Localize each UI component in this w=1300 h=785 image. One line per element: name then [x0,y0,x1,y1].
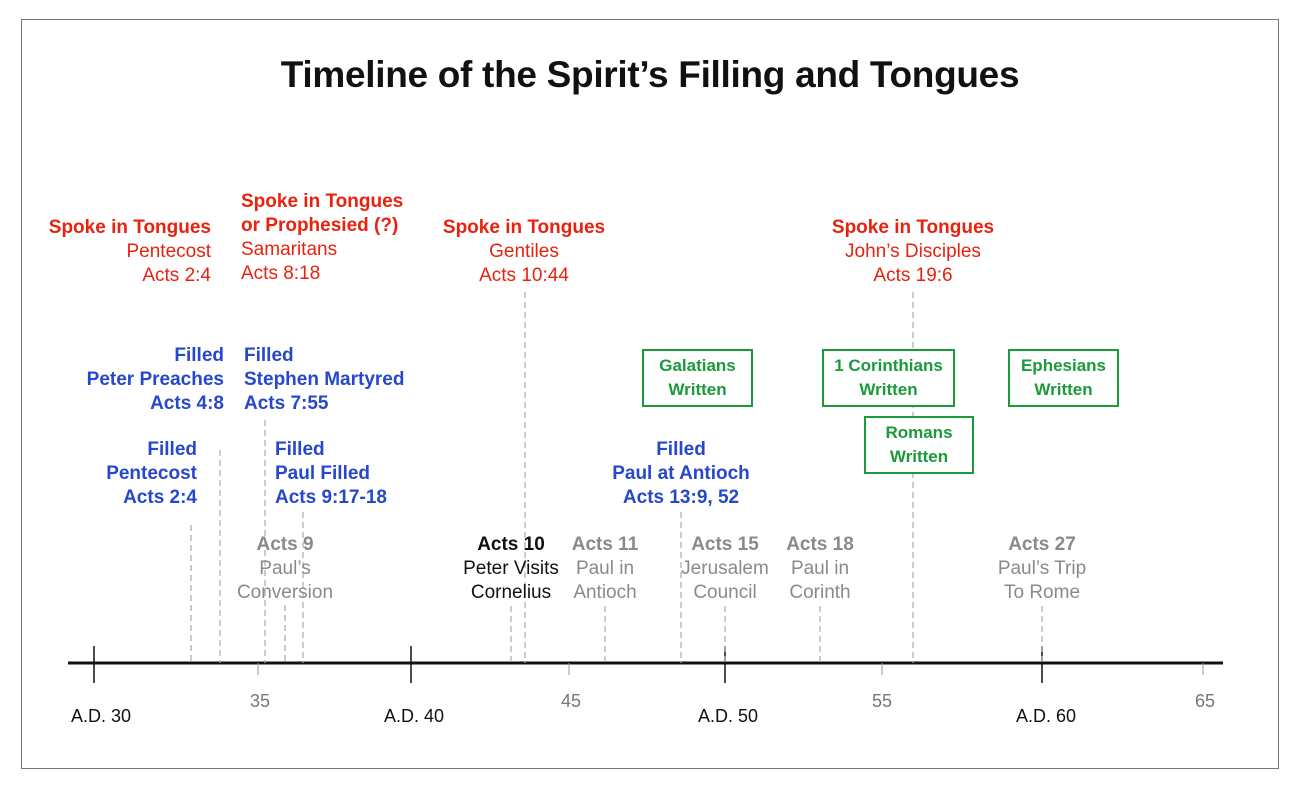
filled-peter-preaches: Filled Peter Preaches Acts 4:8 [87,344,224,416]
event-line1: Paul in [575,558,635,579]
event-ref: Acts 18 [786,534,854,555]
letter-romans-box: Romans Written [864,416,974,474]
tongues-group: John’s Disciples [845,241,981,262]
tongues-ref: Acts 8:18 [241,263,321,284]
tongues-ref: Acts 10:44 [479,265,569,286]
tongues-ref: Acts 19:6 [873,265,953,286]
filled-ref: Acts 13:9, 52 [622,487,740,508]
event-ref: Acts 11 [571,534,639,555]
tongues-heading: Spoke in Tongues [241,191,404,212]
tongues-group: Pentecost [126,241,212,262]
filled-heading: Filled [244,345,294,366]
event-ref: Acts 10 [477,534,545,555]
letter-ephesians-box: Ephesians Written [1008,349,1119,407]
event-line1: Paul’s Trip [997,558,1087,579]
letter-name: Galatians [659,356,736,375]
filled-paul-at-antioch: Filled Paul at Antioch Acts 13:9, 52 [591,438,771,510]
axis-label-55: 55 [871,691,893,711]
event-ref: Acts 15 [691,534,759,555]
filled-heading: Filled [147,439,197,460]
event-line1: Peter Visits [463,558,559,579]
event-line1: Paul’s [259,558,311,579]
letter-1-corinthians-box: 1 Corinthians Written [822,349,955,407]
axis-label-45: 45 [560,691,582,711]
letter-status: Written [889,447,949,466]
event-line2: Conversion [236,582,334,603]
axis-label-ad-50: A.D. 50 [697,706,759,726]
axis-label-ad-40: A.D. 40 [383,706,445,726]
filled-ref: Acts 9:17-18 [275,487,387,508]
letter-name: 1 Corinthians [834,356,943,375]
letter-status: Written [859,380,918,399]
tongues-group: Samaritans [241,239,338,260]
letter-name: Ephesians [1020,356,1107,375]
tongues-johns-disciples: Spoke in Tongues John’s Disciples Acts 1… [812,216,1014,288]
filled-event: Paul at Antioch [612,463,750,484]
tongues-heading: Spoke in Tongues [48,217,211,238]
event-acts-9: Acts 9 Paul’s Conversion [215,533,355,605]
axis-label-ad-30: A.D. 30 [70,706,132,726]
filled-event: Stephen Martyred [244,369,405,390]
filled-heading: Filled [656,439,706,460]
event-acts-15: Acts 15 Jerusalem Council [665,533,785,605]
letter-status: Written [1034,380,1093,399]
event-acts-27: Acts 27 Paul’s Trip To Rome [972,533,1112,605]
axis-label-ad-60: A.D. 60 [1015,706,1077,726]
event-line1: Jerusalem [681,558,769,579]
tongues-heading: Spoke in Tongues [831,217,995,238]
tongues-heading-2: or Prophesied (?) [241,215,399,236]
filled-ref: Acts 7:55 [244,393,329,414]
event-ref: Acts 27 [1008,534,1076,555]
filled-heading: Filled [174,345,224,366]
event-line2: To Rome [1003,582,1081,603]
filled-heading: Filled [275,439,325,460]
event-acts-18: Acts 18 Paul in Corinth [760,533,880,605]
event-acts-11: Acts 11 Paul in Antioch [545,533,665,605]
event-line1: Paul in [790,558,850,579]
filled-event: Paul Filled [275,463,371,484]
filled-pentecost: Filled Pentecost Acts 2:4 [106,438,197,510]
tongues-group: Gentiles [489,241,559,262]
tongues-heading: Spoke in Tongues [442,217,606,238]
letter-galatians-box: Galatians Written [642,349,753,407]
tongues-pentecost: Spoke in Tongues Pentecost Acts 2:4 [49,216,211,288]
tongues-ref: Acts 2:4 [142,265,211,286]
filled-paul-filled: Filled Paul Filled Acts 9:17-18 [275,438,387,510]
filled-stephen-martyred: Filled Stephen Martyred Acts 7:55 [244,344,404,416]
axis-label-65: 65 [1194,691,1216,711]
tongues-samaritans: Spoke in Tongues or Prophesied (?) Samar… [241,190,403,286]
axis-label-35: 35 [249,691,271,711]
filled-event: Peter Preaches [86,369,224,390]
letter-status: Written [668,380,727,399]
filled-event: Pentecost [106,463,197,484]
page-title: Timeline of the Spirit’s Filling and Ton… [280,54,1020,95]
event-ref: Acts 9 [256,534,314,555]
event-line2: Corinth [789,582,851,603]
event-acts-10: Acts 10 Peter Visits Cornelius [441,533,581,605]
tongues-gentiles: Spoke in Tongues Gentiles Acts 10:44 [423,216,625,288]
letter-name: Romans [885,423,953,442]
event-line2: Council [693,582,757,603]
filled-ref: Acts 4:8 [150,393,224,414]
diagram-frame [21,19,1279,769]
event-line2: Antioch [573,582,637,603]
event-line2: Cornelius [470,582,552,603]
filled-ref: Acts 2:4 [123,487,197,508]
